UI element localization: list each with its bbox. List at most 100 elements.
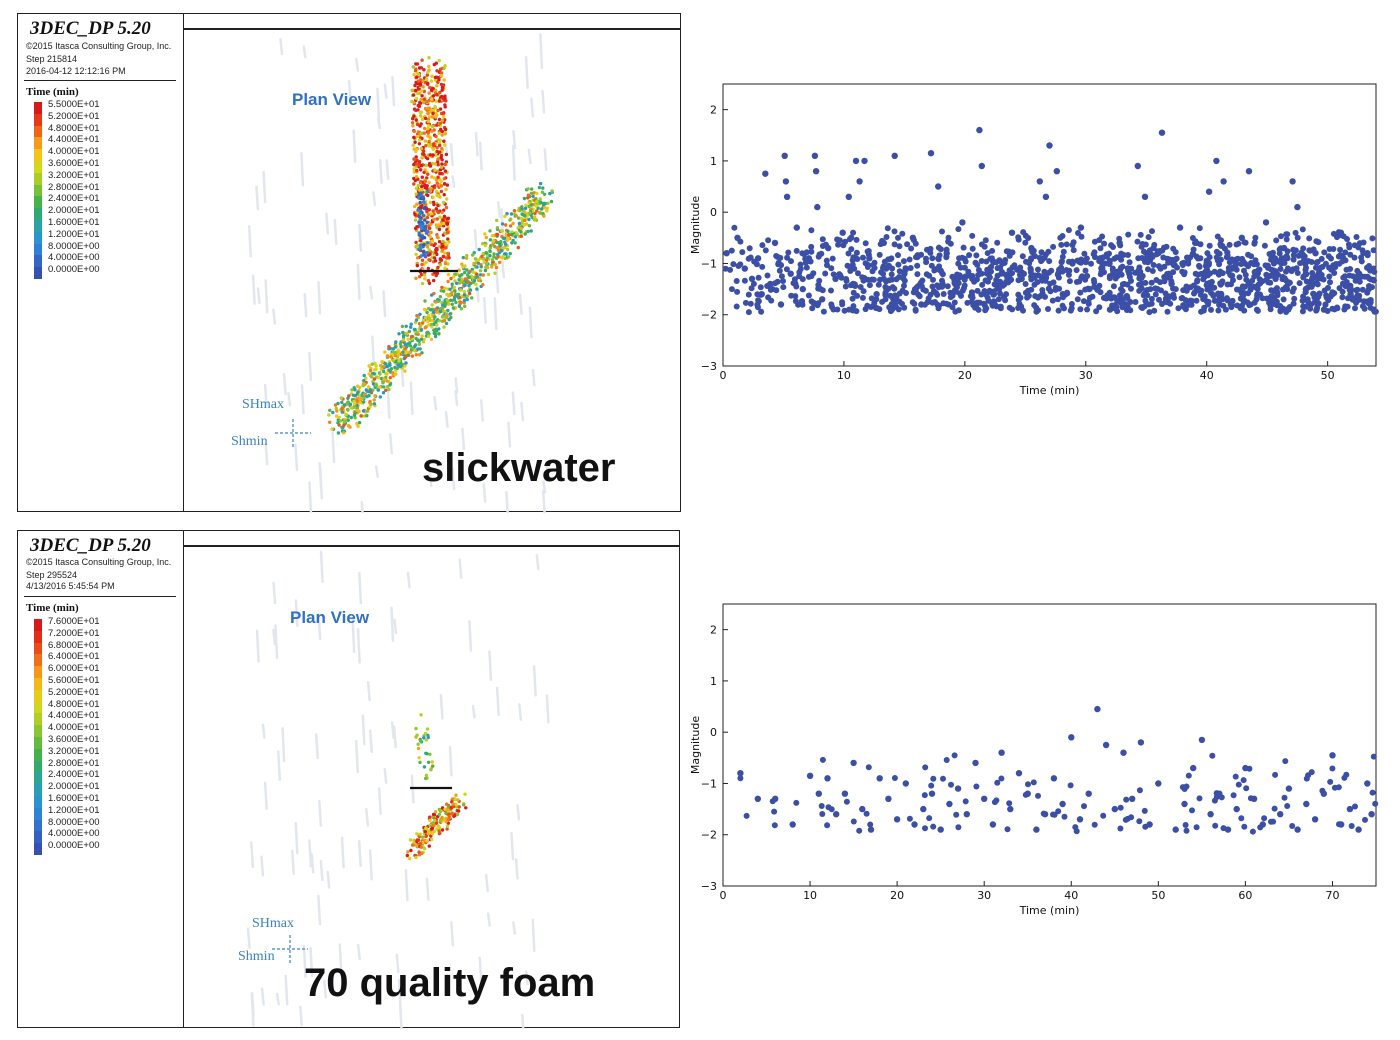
scatter-point-bg [1139, 255, 1145, 261]
scatter-point [856, 178, 863, 185]
legend-swatch [34, 737, 42, 750]
scatter-point [1155, 780, 1162, 787]
scatter-point-bg [1286, 279, 1292, 286]
scatter-point [754, 795, 761, 802]
scatter-point-bg [742, 299, 749, 306]
y-tick-label: 1 [710, 155, 717, 168]
scatter-point-bg [1065, 227, 1072, 234]
x-tick-label: 20 [890, 889, 904, 902]
scatter-point [1120, 749, 1127, 756]
scatter-point [824, 775, 831, 782]
scatter-point-bg [755, 304, 761, 311]
scatter-point-bg [906, 815, 913, 822]
scatter-point-bg [1005, 279, 1012, 286]
scatter-point-bg [1242, 283, 1248, 290]
scatter-point-bg [952, 287, 958, 294]
scatter-point [1041, 811, 1049, 818]
scatter-point-bg [730, 261, 737, 268]
scatter-point-bg [797, 266, 804, 272]
scatter-point-bg [911, 300, 918, 307]
scatter-point-bg [762, 247, 769, 254]
shmin-label: Shmin [231, 434, 268, 449]
scatter-point-bg [940, 291, 947, 297]
x-tick-label: 10 [837, 369, 851, 382]
scatter-point-bg [1018, 303, 1025, 310]
scatter-point-bg [1118, 271, 1125, 278]
scatter-point-bg [870, 262, 877, 268]
scatter-point-bg [1108, 242, 1115, 249]
scatter-point-bg [867, 821, 874, 828]
scatter-point-bg [1192, 238, 1199, 245]
legend-swatch [34, 654, 42, 667]
event-dots [405, 713, 468, 861]
scatter-point-bg [778, 262, 785, 269]
scatter-point-bg [1208, 289, 1215, 296]
scatter-point-bg [1253, 261, 1260, 268]
scatter-point-bg [1249, 828, 1256, 835]
scatter-point-bg [1330, 246, 1337, 252]
scatter-point-bg [1241, 823, 1248, 830]
x-tick-label: 10 [803, 889, 817, 902]
scatter-point-bg [998, 775, 1005, 782]
scatter-point-bg [968, 289, 975, 296]
scatter-point-bg [1353, 234, 1360, 240]
scatter-point-bg [1213, 254, 1220, 261]
scatter-point-bg [784, 254, 791, 261]
scatter-point-bg [1314, 258, 1321, 265]
legend-value: 3.6000E+01 [48, 734, 100, 745]
scatter-point-bg [1084, 306, 1091, 313]
scatter-point-bg [891, 775, 898, 781]
scatter-point-bg [1080, 298, 1087, 305]
scatter-point-bg [768, 297, 775, 304]
scatter-point-bg [988, 255, 995, 262]
scatter-point-bg [1290, 252, 1297, 259]
scatter-point-bg [1277, 308, 1284, 315]
legend-value: 2.4000E+01 [48, 193, 100, 205]
scatter-point-bg [1096, 282, 1103, 289]
scatter-point-bg [1117, 804, 1124, 811]
scatter-point-bg [1017, 264, 1024, 271]
scatter-point [771, 239, 779, 247]
scatter-point-bg [1091, 249, 1098, 256]
step-label: Step 215814 [26, 54, 78, 64]
scatter-point-bg [1315, 293, 1322, 300]
scatter-point [920, 805, 927, 813]
scatter-point-bg [837, 272, 844, 279]
scatter-point-bg [1290, 300, 1297, 307]
scatter-point-bg [914, 252, 921, 259]
scatter-point-bg [737, 775, 744, 782]
scatter-point [1018, 275, 1025, 282]
x-tick-label: 40 [1200, 369, 1214, 382]
scatter-point-bg [808, 298, 815, 305]
legend-value: 3.2000E+01 [48, 745, 100, 757]
scatter-point [1068, 734, 1075, 741]
scatter-point-bg [1359, 247, 1366, 254]
scatter-point-bg [914, 262, 921, 269]
model-panel-top: 3DEC_DP 5.20 ©2015 Itasca Consulting Gro… [17, 13, 681, 513]
scatter-point-bg [1180, 302, 1187, 309]
legend-value: 5.6000E+01 [48, 675, 100, 686]
scatter-point-bg [1230, 277, 1236, 284]
scatter-point-bg [997, 290, 1003, 297]
scatter-point-bg [1228, 256, 1235, 263]
scatter-point-bg [853, 236, 860, 243]
y-tick-label: 1 [710, 675, 717, 688]
scatter-point-bg [793, 247, 800, 254]
scatter-point-bg [1206, 279, 1213, 286]
scatter-point-bg [1247, 286, 1254, 293]
scatter-point-bg [1090, 277, 1097, 283]
scatter-point-bg [866, 282, 873, 289]
scatter-point [1116, 239, 1123, 247]
scatter-point-bg [1242, 271, 1249, 278]
scatter-point-bg [819, 236, 826, 243]
scatter-point-bg [747, 300, 754, 307]
scatter-point-bg [1303, 271, 1310, 278]
scatter-point [839, 229, 846, 236]
scatter-point-bg [1042, 293, 1048, 300]
scatter-point-bg [1296, 280, 1303, 287]
scatter-point-bg [1170, 291, 1177, 298]
scatter-point-bg [840, 242, 847, 249]
scatter-point-bg [928, 782, 935, 789]
scatter-point-bg [1163, 243, 1170, 250]
scatter-point-bg [966, 252, 973, 259]
